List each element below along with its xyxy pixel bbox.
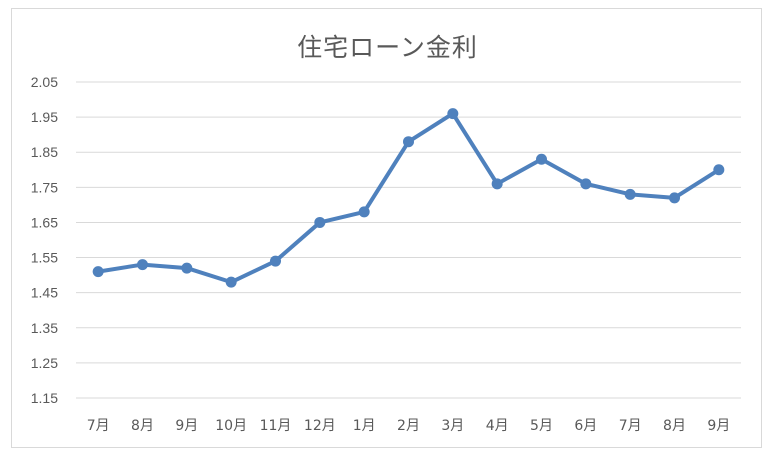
y-tick-label: 1.35 — [31, 320, 58, 336]
data-point — [713, 164, 725, 176]
x-tick-label: 3月 — [441, 418, 464, 434]
x-tick-label: 2月 — [397, 418, 420, 434]
data-point — [669, 192, 680, 204]
x-tick-label: 12月 — [304, 418, 336, 434]
data-point — [624, 188, 636, 200]
x-tick-label: 5月 — [530, 418, 553, 434]
x-tick-label: 9月 — [707, 418, 730, 434]
data-point — [580, 178, 592, 190]
data-point — [137, 259, 148, 271]
x-tick-label: 1月 — [353, 418, 376, 434]
data-point — [225, 276, 237, 288]
y-tick-label: 1.15 — [31, 390, 58, 406]
x-tick-label: 10月 — [215, 418, 247, 434]
series-line-group — [92, 108, 725, 288]
x-tick-label: 7月 — [87, 418, 110, 434]
y-tick-label: 1.75 — [31, 179, 58, 195]
chart-title: 住宅ローン金利 — [297, 33, 478, 62]
data-point — [270, 255, 281, 267]
y-tick-label: 1.25 — [31, 355, 58, 371]
x-tick-label: 8月 — [131, 418, 154, 434]
y-tick-label: 1.55 — [31, 250, 58, 266]
x-tick-label: 4月 — [486, 418, 509, 434]
y-axis-ticks: 1.15 1.25 1.35 1.45 1.55 1.65 1.75 1.85 1.95 2.05 — [31, 74, 58, 406]
gridlines — [76, 81, 741, 399]
data-point — [92, 266, 104, 278]
y-tick-label: 1.65 — [31, 214, 58, 230]
y-tick-label: 1.95 — [31, 109, 58, 125]
x-tick-label: 7月 — [619, 418, 642, 434]
x-tick-label: 8月 — [663, 418, 686, 434]
y-tick-label: 1.45 — [31, 285, 58, 301]
data-point — [403, 136, 414, 148]
y-tick-label: 2.05 — [31, 74, 58, 90]
data-point — [181, 262, 193, 274]
data-point — [314, 216, 326, 228]
x-tick-label: 9月 — [175, 418, 198, 434]
data-point — [447, 108, 459, 120]
data-point — [358, 206, 370, 218]
x-tick-label: 11月 — [260, 418, 292, 434]
chart-frame — [11, 8, 762, 448]
x-axis-ticks: 7月 8月 9月 10月 11月 12月 1月 2月 3月 4月 5月 6月 7月 8月 9月 — [87, 418, 731, 434]
y-tick-label: 1.85 — [31, 144, 58, 160]
data-point — [491, 178, 503, 190]
data-point — [536, 153, 547, 165]
x-tick-label: 6月 — [574, 418, 597, 434]
